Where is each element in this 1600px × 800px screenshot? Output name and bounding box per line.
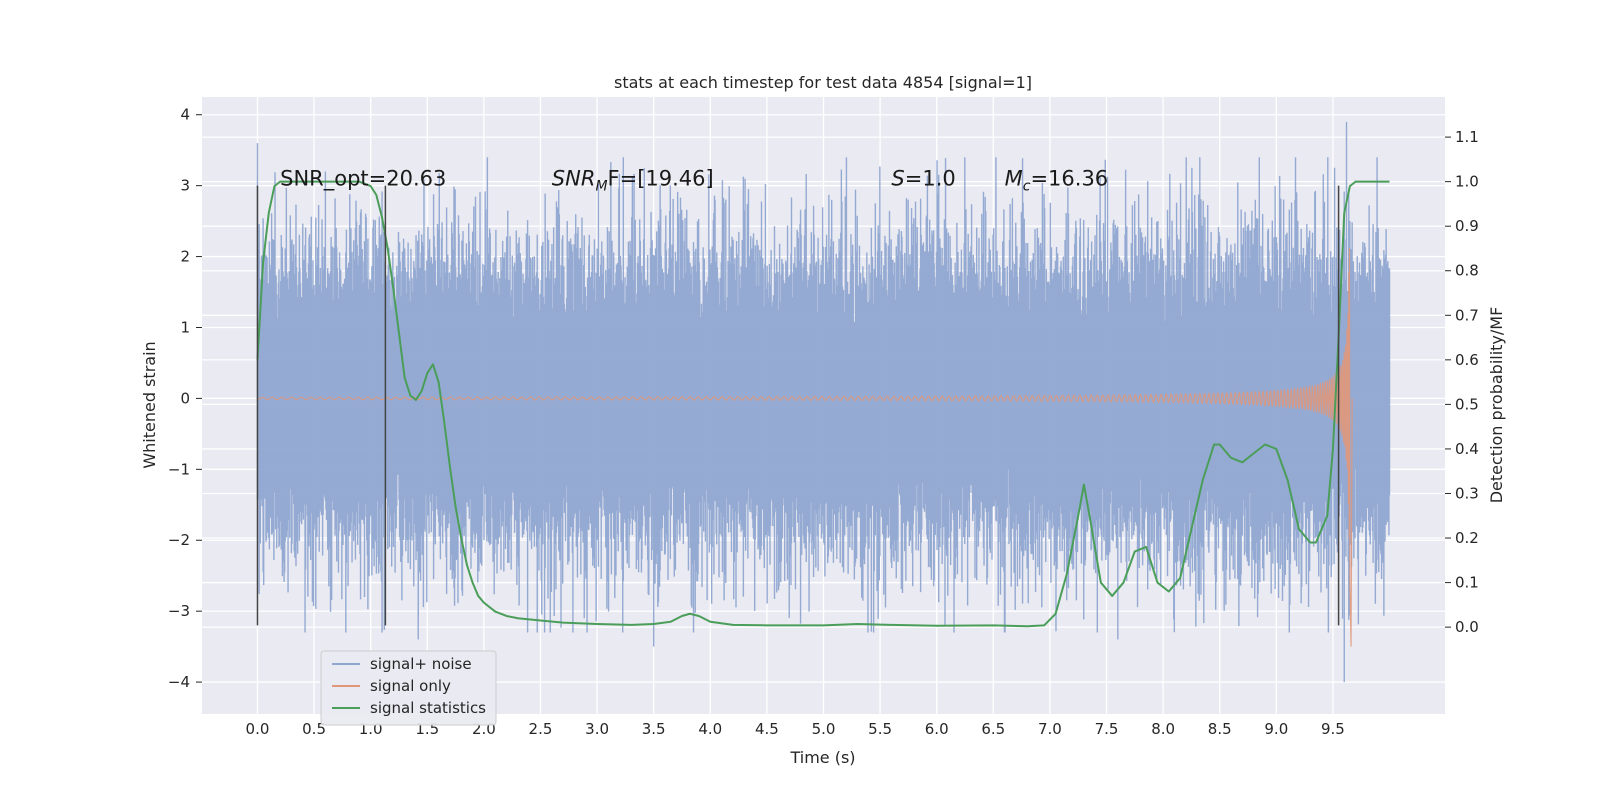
y-tick-label: −1 xyxy=(168,460,190,478)
legend-box xyxy=(320,650,497,726)
y2-tick-label: 0.7 xyxy=(1455,306,1479,324)
y2-tick-label: 0.1 xyxy=(1455,574,1479,592)
y-axis-label: Whitened strain xyxy=(140,341,159,468)
legend-label-noise: signal+ noise xyxy=(370,655,472,673)
x-tick-label: 9.5 xyxy=(1321,720,1345,738)
y2-tick-label: 0.3 xyxy=(1455,484,1479,502)
annotation-3: Mc=16.36 xyxy=(1005,167,1109,195)
y2-axis-label: Detection probability/MF xyxy=(1487,307,1506,504)
series-signal-statistics xyxy=(256,180,1390,628)
series-layer xyxy=(256,121,1391,683)
y2-tick-label: 0.0 xyxy=(1455,618,1479,636)
series-signal-only xyxy=(257,248,1353,647)
y2-tick-label: 0.6 xyxy=(1455,351,1479,369)
y-tick-label: −3 xyxy=(168,602,190,620)
annotation-0: SNR_opt=20.63 xyxy=(280,167,446,192)
x-tick-label: 7.0 xyxy=(1038,720,1062,738)
y-tick-label: 3 xyxy=(180,177,190,195)
x-tick-label: 0.5 xyxy=(302,720,326,738)
legend-label-stats: signal statistics xyxy=(370,699,486,717)
x-tick-label: 0.0 xyxy=(246,720,270,738)
y-tick-label: 0 xyxy=(180,389,190,407)
y2-axis-ticks: 0.0 0.1 0.2 0.3 0.4 0.5 0.6 0.7 0.8 0.9 1.0 1.1 xyxy=(1445,128,1479,636)
y-tick-label: 1 xyxy=(180,318,190,336)
y-tick-label: −4 xyxy=(168,673,190,691)
y-tick-label: 4 xyxy=(180,106,190,124)
y2-tick-label: 0.2 xyxy=(1455,529,1479,547)
x-tick-label: 9.0 xyxy=(1264,720,1288,738)
legend: signal+ noise signal only signal statist… xyxy=(320,650,497,726)
x-tick-label: 5.0 xyxy=(812,720,836,738)
x-tick-label: 3.5 xyxy=(642,720,666,738)
y2-tick-label: 0.5 xyxy=(1455,395,1479,413)
x-tick-label: 2.5 xyxy=(529,720,553,738)
y2-tick-label: 0.9 xyxy=(1455,217,1479,235)
x-axis-label: Time (s) xyxy=(789,748,855,767)
x-tick-label: 5.5 xyxy=(868,720,892,738)
x-tick-label: 8.0 xyxy=(1151,720,1175,738)
x-tick-label: 4.5 xyxy=(755,720,779,738)
x-tick-label: 4.0 xyxy=(698,720,722,738)
x-tick-label: 3.0 xyxy=(585,720,609,738)
x-tick-label: 6.0 xyxy=(925,720,949,738)
annotation-2: S=1.0 xyxy=(891,167,955,191)
y2-tick-label: 0.4 xyxy=(1455,440,1479,458)
x-tick-label: 7.5 xyxy=(1095,720,1119,738)
y2-tick-label: 1.0 xyxy=(1455,173,1479,191)
chart-title: stats at each timestep for test data 485… xyxy=(614,73,1032,92)
annotation-1: SNRMF=[19.46] xyxy=(552,167,714,195)
y-tick-label: 2 xyxy=(180,248,190,266)
x-tick-label: 6.5 xyxy=(981,720,1005,738)
annotations: SNR_opt=20.63 SNRMF=[19.46] S=1.0 Mc=16.36 xyxy=(280,167,1108,195)
x-axis-ticks: 0.0 0.5 1.0 1.5 2.0 2.5 3.0 3.5 4.0 4.5 5.0 5.5 6.0 6… xyxy=(246,720,1345,738)
legend-label-signal: signal only xyxy=(370,677,451,695)
vertical-markers xyxy=(256,185,1340,626)
y-tick-label: −2 xyxy=(168,531,190,549)
y2-tick-label: 1.1 xyxy=(1455,128,1479,146)
y2-tick-label: 0.8 xyxy=(1455,262,1479,280)
y-axis-ticks: −4 −3 −2 −1 0 1 2 3 4 xyxy=(168,106,202,691)
x-tick-label: 8.5 xyxy=(1208,720,1232,738)
